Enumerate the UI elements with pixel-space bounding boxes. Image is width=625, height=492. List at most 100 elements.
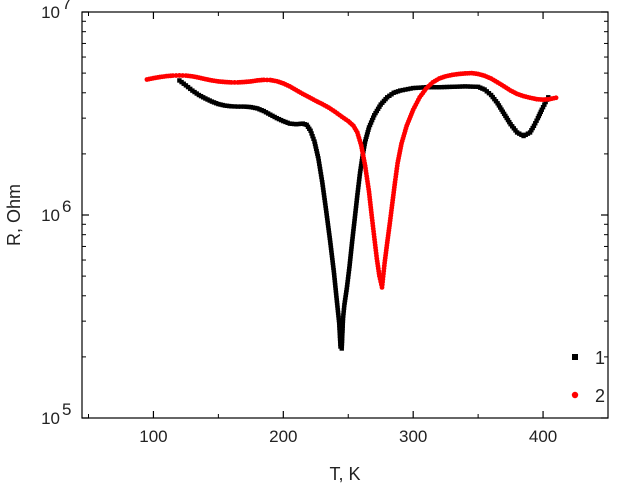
data-point	[442, 84, 447, 90]
data-point	[337, 323, 342, 328]
data-point	[330, 260, 335, 265]
data-point	[320, 182, 325, 188]
data-point	[316, 158, 322, 164]
data-point	[343, 292, 349, 298]
data-point	[347, 266, 352, 271]
data-point	[400, 87, 405, 93]
data-point	[354, 195, 360, 201]
data-point	[542, 102, 547, 107]
data-point	[327, 233, 332, 238]
data-point	[342, 302, 347, 308]
data-point	[531, 123, 537, 129]
data-point	[439, 84, 444, 90]
data-point	[351, 226, 356, 231]
data-point	[342, 297, 348, 303]
data-point	[323, 205, 329, 211]
data-point	[465, 84, 470, 89]
legend-marker	[571, 391, 579, 399]
data-point	[449, 84, 455, 90]
data-point	[405, 86, 411, 92]
data-point	[339, 346, 344, 351]
data-point	[339, 341, 345, 346]
data-point	[317, 166, 323, 172]
data-point	[326, 228, 331, 233]
data-point	[455, 84, 460, 89]
data-point	[347, 259, 353, 264]
data-point	[335, 310, 341, 315]
legend-marker	[572, 354, 578, 360]
data-point	[334, 298, 340, 303]
data-point	[365, 129, 370, 135]
data-point	[329, 250, 334, 255]
y-tick-label-exponent: 7	[62, 0, 71, 13]
data-point	[319, 174, 324, 180]
data-point	[333, 288, 338, 293]
data-point	[346, 274, 351, 279]
data-point	[337, 328, 342, 333]
data-point	[334, 295, 339, 301]
data-point	[431, 85, 437, 90]
data-point	[340, 333, 345, 339]
data-point	[367, 122, 373, 128]
data-point	[351, 229, 356, 234]
legend-label: 2	[595, 386, 605, 406]
data-point	[353, 203, 359, 208]
data-point	[329, 255, 335, 260]
data-point	[232, 104, 237, 109]
data-point	[322, 198, 327, 203]
data-point	[313, 146, 319, 151]
axis-ticks	[82, 11, 609, 419]
data-point	[310, 133, 315, 139]
data-point	[337, 333, 343, 339]
data-point	[359, 158, 364, 164]
data-point	[339, 338, 345, 344]
data-point	[529, 128, 534, 133]
data-point	[336, 320, 342, 325]
data-point	[321, 190, 326, 195]
data-point	[340, 323, 345, 329]
data-point	[436, 85, 442, 90]
data-point	[447, 84, 452, 90]
data-point	[319, 177, 325, 182]
data-point	[353, 211, 358, 216]
data-point	[351, 221, 357, 226]
data-point	[352, 213, 358, 219]
data-point	[314, 148, 319, 154]
data-point	[324, 213, 330, 218]
data-point	[335, 308, 341, 313]
data-point	[368, 120, 374, 125]
data-point	[473, 84, 478, 89]
data-point	[352, 218, 357, 224]
data-point	[344, 290, 349, 295]
data-point	[344, 287, 349, 293]
data-point	[357, 171, 363, 176]
data-point	[530, 125, 535, 131]
series-layer	[144, 70, 559, 351]
data-point	[331, 267, 336, 273]
y-tick-label: 10	[41, 409, 60, 428]
series-1	[177, 78, 551, 351]
data-point	[362, 144, 367, 149]
data-point	[444, 84, 450, 90]
data-point	[352, 216, 357, 221]
data-point	[335, 303, 340, 308]
data-point	[328, 245, 334, 251]
data-point	[329, 248, 334, 253]
data-point	[359, 161, 364, 166]
data-point	[468, 84, 473, 89]
data-point	[311, 136, 316, 142]
data-point	[540, 104, 546, 110]
data-point	[357, 174, 362, 179]
data-point	[350, 234, 355, 239]
x-tick-label: 200	[269, 427, 297, 446]
data-point	[324, 215, 330, 221]
y-tick-label: 10	[41, 206, 60, 225]
data-point	[333, 285, 338, 291]
data-point	[358, 163, 364, 169]
data-point	[346, 271, 351, 277]
data-point	[370, 115, 376, 120]
data-point	[348, 249, 354, 254]
data-point	[339, 336, 345, 341]
